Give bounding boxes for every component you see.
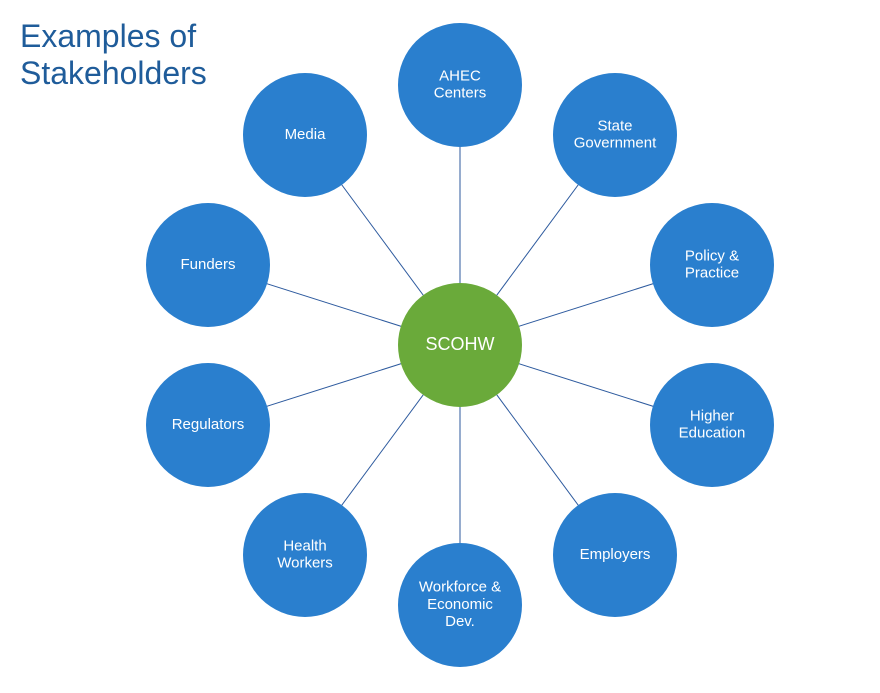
node-health: HealthWorkers [243, 493, 367, 617]
node-regulators: Regulators [146, 363, 270, 487]
node-health-label-0: Health [283, 537, 326, 554]
node-policy: Policy &Practice [650, 203, 774, 327]
stakeholder-diagram: AHECCentersStateGovernmentPolicy &Practi… [0, 0, 880, 693]
node-ahec-label-0: AHEC [439, 67, 481, 84]
node-workforce-label-1: Economic [427, 596, 493, 613]
node-ahec-label-1: Centers [434, 85, 487, 102]
node-workforce-label-2: Dev. [445, 613, 475, 630]
node-state-gov-label-1: Government [574, 135, 657, 152]
node-funders-label-0: Funders [180, 256, 235, 273]
node-media-label-0: Media [285, 126, 327, 143]
node-higher-ed-label-1: Education [679, 425, 746, 442]
node-media: Media [243, 73, 367, 197]
node-health-label-1: Workers [277, 555, 333, 572]
node-ahec: AHECCenters [398, 23, 522, 147]
node-employers: Employers [553, 493, 677, 617]
node-workforce-label-0: Workforce & [419, 579, 501, 596]
node-workforce: Workforce &EconomicDev. [398, 543, 522, 667]
node-higher-ed: HigherEducation [650, 363, 774, 487]
node-state-gov-label-0: State [597, 117, 632, 134]
node-employers-label-0: Employers [580, 546, 651, 563]
node-higher-ed-label-0: Higher [690, 407, 734, 424]
node-scohw: SCOHW [398, 283, 522, 407]
node-regulators-label-0: Regulators [172, 416, 245, 433]
node-policy-label-0: Policy & [685, 247, 739, 264]
node-scohw-label-0: SCOHW [426, 334, 495, 354]
node-policy-label-1: Practice [685, 265, 739, 282]
node-state-gov: StateGovernment [553, 73, 677, 197]
node-funders: Funders [146, 203, 270, 327]
